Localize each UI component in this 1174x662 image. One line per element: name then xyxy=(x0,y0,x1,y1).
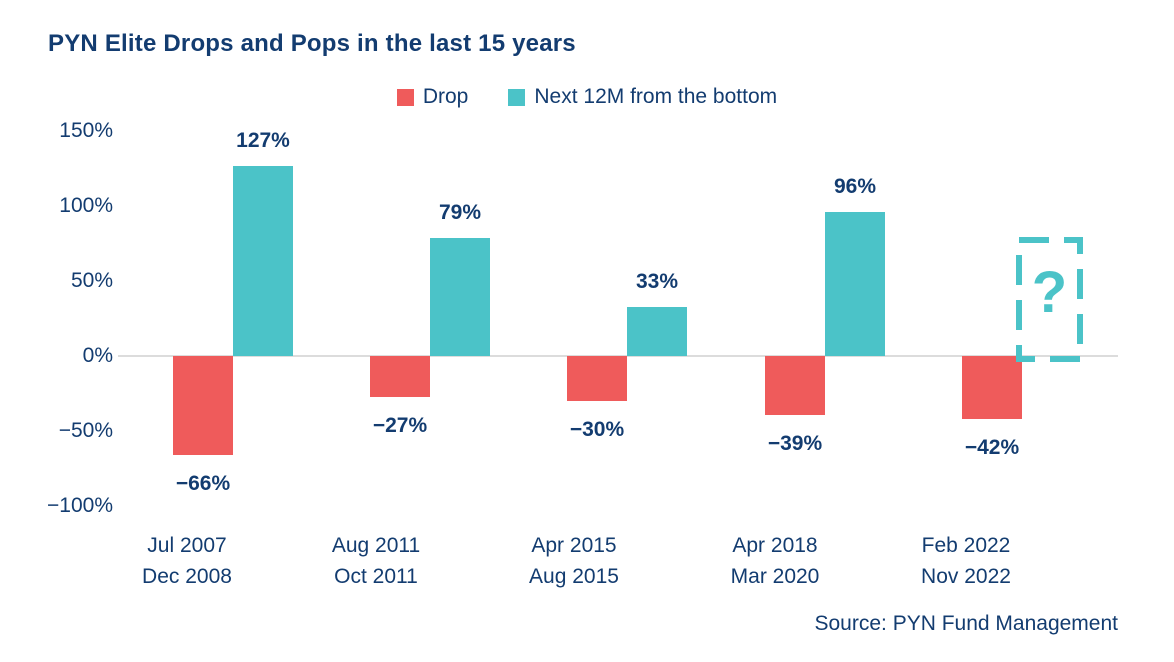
legend-item-pop: Next 12M from the bottom xyxy=(508,85,777,109)
category-label-bottom-date: Dec 2008 xyxy=(142,565,232,588)
pop-bar xyxy=(233,165,293,356)
drop-value-label: −39% xyxy=(767,431,823,455)
pop-bar xyxy=(627,306,687,356)
question-mark-icon: ? xyxy=(1031,260,1068,325)
category-label: Apr 2015 Aug 2015 xyxy=(479,530,669,592)
legend: Drop Next 12M from the bottom xyxy=(0,85,1174,109)
pop-swatch-icon xyxy=(508,88,526,106)
legend-label-pop: Next 12M from the bottom xyxy=(534,85,778,108)
y-axis-tick-label: −50% xyxy=(58,419,113,442)
pop-value-label: 79% xyxy=(438,200,482,224)
pop-value-label: 96% xyxy=(833,175,877,198)
pop-value-label: 33% xyxy=(635,269,679,293)
category-label: Apr 2018 Mar 2020 xyxy=(680,530,870,592)
legend-label-drop: Drop xyxy=(422,85,469,108)
category-label-top-date: Aug 2011 xyxy=(331,534,421,557)
category-label-bottom-date: Oct 2011 xyxy=(334,565,418,588)
category-label: Feb 2022 Nov 2022 xyxy=(871,530,1061,592)
pop-bar xyxy=(430,237,490,356)
source-note: Source: PYN Fund Management xyxy=(814,612,1119,635)
category-label-top-date: Apr 2018 xyxy=(732,534,818,557)
category-label: Jul 2007 Dec 2008 xyxy=(92,530,282,592)
drop-value-label: −66% xyxy=(175,472,231,495)
drop-bar xyxy=(765,356,825,415)
drop-bar xyxy=(962,356,1022,419)
drop-bar xyxy=(370,356,430,397)
drop-value-label: −30% xyxy=(569,418,625,441)
category-label-top-date: Feb 2022 xyxy=(921,534,1011,557)
y-axis-tick-label: 50% xyxy=(70,269,113,292)
legend-item-drop: Drop xyxy=(396,85,469,109)
category-label: Aug 2011 Oct 2011 xyxy=(281,530,471,592)
y-axis-tick-label: 0% xyxy=(82,344,113,367)
y-axis-tick-label: −100% xyxy=(47,494,113,517)
pop-value-label: 127% xyxy=(236,128,290,152)
unknown-next-12m-box: ? xyxy=(1016,237,1083,362)
category-label-top-date: Apr 2015 xyxy=(531,534,617,557)
drop-bar xyxy=(173,356,233,455)
category-label-top-date: Jul 2007 xyxy=(147,534,227,557)
category-label-bottom-date: Nov 2022 xyxy=(921,565,1011,588)
drop-value-label: −42% xyxy=(964,436,1020,459)
category-label-bottom-date: Mar 2020 xyxy=(730,565,820,588)
category-label-bottom-date: Aug 2015 xyxy=(529,565,619,588)
drop-bar xyxy=(567,356,627,401)
chart-title: PYN Elite Drops and Pops in the last 15 … xyxy=(48,30,576,57)
drop-value-label: −27% xyxy=(372,413,428,437)
pop-bar xyxy=(825,212,885,356)
y-axis-tick-label: 150% xyxy=(59,119,113,142)
drop-swatch-icon xyxy=(396,88,414,106)
y-axis-tick-label: 100% xyxy=(59,194,113,217)
